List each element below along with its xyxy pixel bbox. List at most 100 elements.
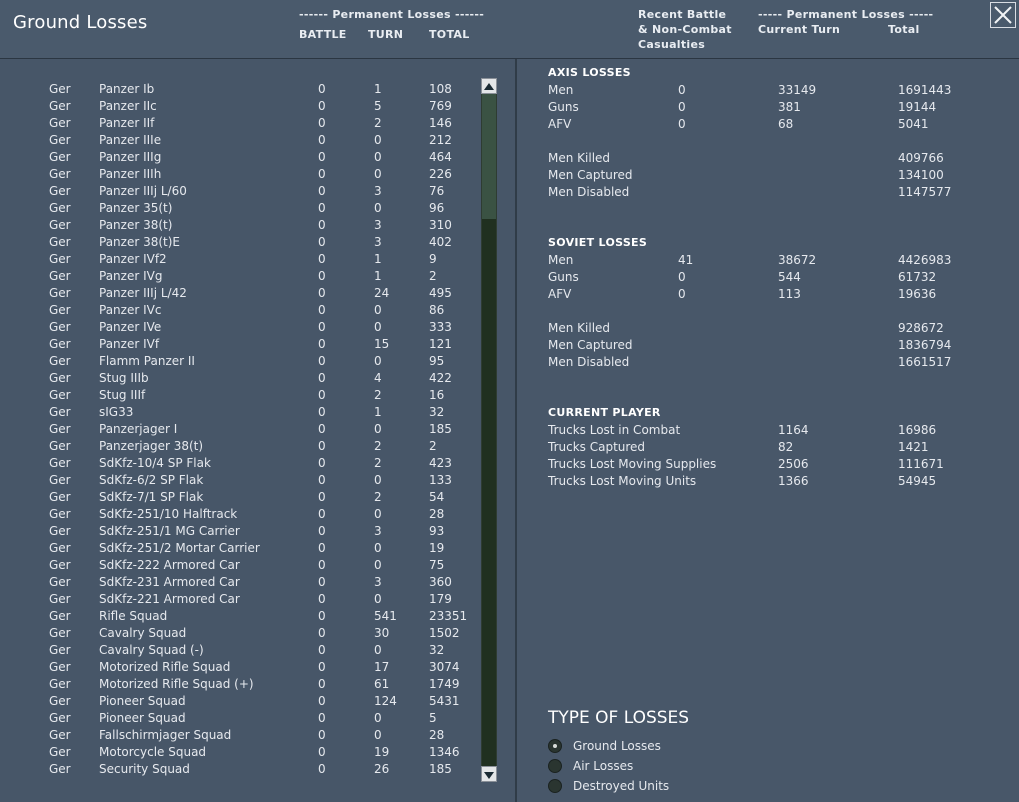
table-row[interactable]: Ger Cavalry Squad (-) 0 0 32 <box>0 642 480 659</box>
table-row[interactable]: Ger Panzer IIIj L/60 0 3 76 <box>0 183 480 200</box>
battle-losses: 0 <box>318 303 326 317</box>
table-row[interactable]: Ger Flamm Panzer II 0 0 95 <box>0 353 480 370</box>
table-row[interactable]: Ger Panzer 38(t) 0 3 310 <box>0 217 480 234</box>
detail-row: Men Killed 409766 <box>0 150 1019 167</box>
nationality: Ger <box>49 677 71 691</box>
table-row[interactable]: Ger SdKfz-251/2 Mortar Carrier 0 0 19 <box>0 540 480 557</box>
scroll-up-button[interactable] <box>481 78 497 94</box>
table-row[interactable]: Ger Panzer IVc 0 0 86 <box>0 302 480 319</box>
unit-list-scrollbar[interactable] <box>481 78 497 782</box>
turn-losses: 26 <box>374 762 390 776</box>
unit-name: Panzer 38(t)E <box>99 235 181 249</box>
unit-name: Fallschirmjager Squad <box>99 728 232 742</box>
radio-button[interactable] <box>548 779 562 793</box>
turn-losses: 0 <box>374 728 382 742</box>
table-row[interactable]: Ger SdKfz-10/4 SP Flak 0 2 423 <box>0 455 480 472</box>
total-losses: 96 <box>429 201 445 215</box>
table-row[interactable]: Ger SdKfz-251/1 MG Carrier 0 3 93 <box>0 523 480 540</box>
battle-losses: 0 <box>318 524 326 538</box>
nationality: Ger <box>49 728 71 742</box>
nationality: Ger <box>49 150 71 164</box>
nationality: Ger <box>49 405 71 419</box>
table-row[interactable]: Ger SdKfz-6/2 SP Flak 0 0 133 <box>0 472 480 489</box>
scrollbar-track[interactable] <box>482 94 496 766</box>
unit-name: Security Squad <box>99 762 190 776</box>
table-row[interactable]: Ger Panzer 38(t)E 0 3 402 <box>0 234 480 251</box>
turn-losses: 0 <box>374 167 382 181</box>
battle-losses: 0 <box>318 116 326 130</box>
table-row[interactable]: Ger Panzer IIIh 0 0 226 <box>0 166 480 183</box>
table-row[interactable]: Ger Cavalry Squad 0 30 1502 <box>0 625 480 642</box>
loss-row: AFV 0 113 19636 <box>0 286 1019 303</box>
table-row[interactable]: Ger Panzer IVe 0 0 333 <box>0 319 480 336</box>
detail-label: Men Killed <box>548 321 611 335</box>
radio-button[interactable] <box>548 759 562 773</box>
table-row[interactable]: Ger Stug IIIb 0 4 422 <box>0 370 480 387</box>
nationality: Ger <box>49 269 71 283</box>
table-row[interactable]: Ger Pioneer Squad 0 0 5 <box>0 710 480 727</box>
total-losses: 19 <box>429 541 445 555</box>
nationality: Ger <box>49 643 71 657</box>
table-row[interactable]: Ger Stug IIIf 0 2 16 <box>0 387 480 404</box>
total-losses: 226 <box>429 167 452 181</box>
turn-losses: 0 <box>374 643 382 657</box>
battle-losses: 0 <box>318 592 326 606</box>
table-row[interactable]: Ger SdKfz-221 Armored Car 0 0 179 <box>0 591 480 608</box>
total-losses: 185 <box>429 422 452 436</box>
table-row[interactable]: Ger Panzer IVf 0 15 121 <box>0 336 480 353</box>
turn-losses: 19 <box>374 745 390 759</box>
current-turn-losses: 113 <box>778 287 801 301</box>
table-row[interactable]: Ger Motorized Rifle Squad (+) 0 61 1749 <box>0 676 480 693</box>
table-row[interactable]: Ger Panzer IIc 0 5 769 <box>0 98 480 115</box>
battle-losses: 0 <box>318 388 326 402</box>
table-row[interactable]: Ger Motorized Rifle Squad 0 17 3074 <box>0 659 480 676</box>
turn-losses: 124 <box>374 694 397 708</box>
unit-name: Panzer IVc <box>99 303 162 317</box>
table-row[interactable]: Ger Pioneer Squad 0 124 5431 <box>0 693 480 710</box>
table-row[interactable]: Ger Security Squad 0 26 185 <box>0 761 480 778</box>
battle-losses: 0 <box>318 456 326 470</box>
table-row[interactable]: Ger Panzer IIIj L/42 0 24 495 <box>0 285 480 302</box>
nationality: Ger <box>49 490 71 504</box>
radio-button[interactable] <box>548 739 562 753</box>
nationality: Ger <box>49 507 71 521</box>
turn-losses: 0 <box>374 354 382 368</box>
total-losses: 133 <box>429 473 452 487</box>
table-row[interactable]: Ger Panzer IVf2 0 1 9 <box>0 251 480 268</box>
table-row[interactable]: Ger Panzerjager I 0 0 185 <box>0 421 480 438</box>
table-row[interactable]: Ger sIG33 0 1 32 <box>0 404 480 421</box>
scrollbar-thumb[interactable] <box>482 94 496 219</box>
loss-row: AFV 0 68 5041 <box>0 116 1019 133</box>
total-losses: 54 <box>429 490 445 504</box>
truck-row: Trucks Captured 82 1421 <box>0 439 1019 456</box>
table-row[interactable]: Ger Panzer IVg 0 1 2 <box>0 268 480 285</box>
turn-losses: 2 <box>374 388 382 402</box>
turn-losses: 15 <box>374 337 390 351</box>
table-row[interactable]: Ger Panzer Ib 0 1 108 <box>0 81 480 98</box>
scroll-down-button[interactable] <box>481 766 497 782</box>
table-row[interactable]: Ger Fallschirmjager Squad 0 0 28 <box>0 727 480 744</box>
table-row[interactable]: Ger Panzerjager 38(t) 0 2 2 <box>0 438 480 455</box>
detail-label: Men Captured <box>548 168 633 182</box>
loss-row: Men 41 38672 4426983 <box>0 252 1019 269</box>
table-row[interactable]: Ger Panzer IIIe 0 0 212 <box>0 132 480 149</box>
battle-losses: 0 <box>318 694 326 708</box>
table-row[interactable]: Ger SdKfz-7/1 SP Flak 0 2 54 <box>0 489 480 506</box>
table-row[interactable]: Ger Motorcycle Squad 0 19 1346 <box>0 744 480 761</box>
current-turn-losses: 544 <box>778 270 801 284</box>
detail-total: 1661517 <box>898 355 952 369</box>
turn-losses: 0 <box>374 558 382 572</box>
table-row[interactable]: Ger Panzer IIIg 0 0 464 <box>0 149 480 166</box>
loss-category: AFV <box>548 287 572 301</box>
total-losses: 32 <box>429 405 445 419</box>
close-button[interactable] <box>990 2 1016 28</box>
table-row[interactable]: Ger SdKfz-222 Armored Car 0 0 75 <box>0 557 480 574</box>
table-row[interactable]: Ger Rifle Squad 0 541 23351 <box>0 608 480 625</box>
table-row[interactable]: Ger Panzer IIf 0 2 146 <box>0 115 480 132</box>
table-row[interactable]: Ger Panzer 35(t) 0 0 96 <box>0 200 480 217</box>
table-row[interactable]: Ger SdKfz-231 Armored Car 0 3 360 <box>0 574 480 591</box>
detail-label: Men Killed <box>548 151 611 165</box>
nationality: Ger <box>49 541 71 555</box>
battle-losses: 0 <box>318 626 326 640</box>
table-row[interactable]: Ger SdKfz-251/10 Halftrack 0 0 28 <box>0 506 480 523</box>
